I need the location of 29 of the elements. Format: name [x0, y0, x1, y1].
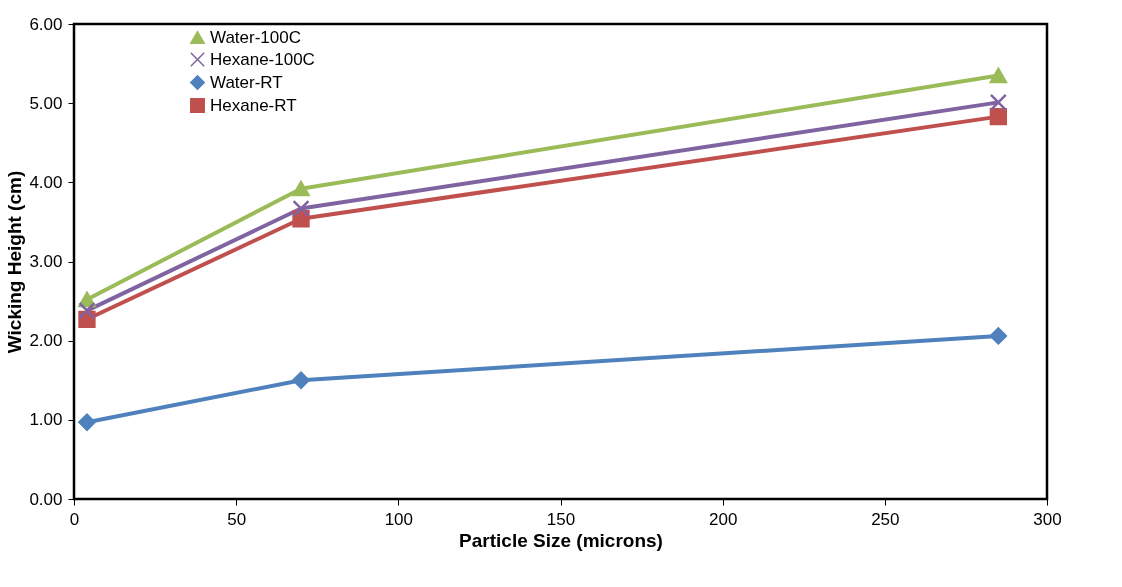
- y-tick-label: 2.00: [29, 331, 63, 351]
- y-tick-label: 4.00: [29, 172, 63, 192]
- point: [292, 180, 310, 197]
- x-tick-label: 100: [384, 509, 414, 529]
- point: [989, 93, 1008, 112]
- y-tick-label: 3.00: [29, 252, 63, 271]
- legend-label: Hexane-100C: [210, 49, 315, 69]
- x-axis-title: Particle Size (microns): [459, 529, 663, 551]
- point: [292, 371, 310, 389]
- y-tick-label: 5.00: [29, 93, 63, 113]
- x-tick-label: 200: [708, 509, 738, 529]
- point: [989, 327, 1008, 345]
- legend-label: Hexane-RT: [210, 95, 297, 115]
- x-tick-label: 50: [227, 509, 247, 529]
- point: [989, 67, 1008, 84]
- point: [989, 107, 1008, 126]
- legend-label: Water-100C: [210, 27, 302, 47]
- point: [78, 301, 96, 320]
- x-tick-label: 0: [69, 509, 80, 529]
- y-axis-title: Wicking Height (cm): [4, 170, 26, 354]
- point: [78, 413, 96, 431]
- x-tick-label: 300: [1033, 509, 1062, 529]
- y-tick-label: 1.00: [29, 410, 63, 430]
- x-tick-label: 150: [546, 509, 576, 529]
- x-tick-label: 250: [871, 509, 900, 529]
- point: [292, 199, 310, 218]
- y-tick-label: 6.00: [29, 14, 63, 34]
- y-tick-label: 0.00: [29, 489, 63, 509]
- legend-label: Water-RT: [210, 72, 283, 92]
